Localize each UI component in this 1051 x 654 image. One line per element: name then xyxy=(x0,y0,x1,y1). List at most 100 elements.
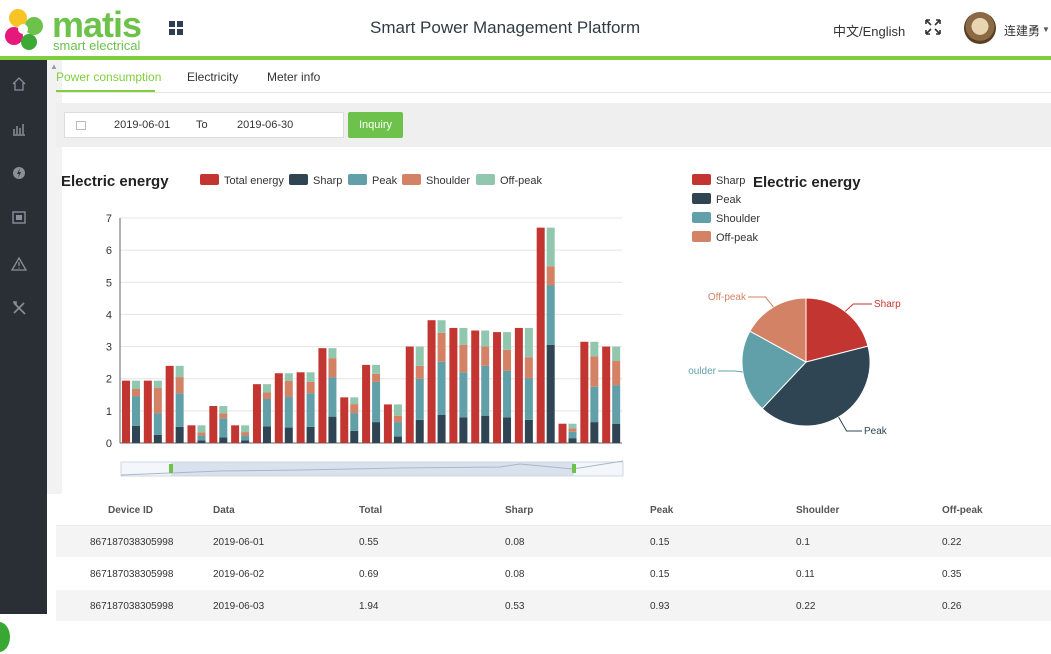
bar-shoulder xyxy=(481,346,490,366)
table-cell: 0.22 xyxy=(796,601,816,612)
bar-peak xyxy=(546,285,555,345)
bar-shoulder xyxy=(328,358,337,378)
table-row[interactable]: 867187038305998 2019-06-03 1.94 0.53 0.9… xyxy=(56,590,1051,622)
bar-shoulder xyxy=(612,361,621,386)
help-badge-icon[interactable] xyxy=(0,620,12,654)
bar-off-peak xyxy=(503,332,512,350)
bar-sharp xyxy=(437,414,446,443)
bar-shoulder xyxy=(393,415,402,423)
tab-power-consumption[interactable]: Power consumption xyxy=(56,70,162,84)
legend-total-energy[interactable]: Total energy xyxy=(200,174,284,187)
bar-peak xyxy=(612,385,621,424)
inquiry-button[interactable]: Inquiry xyxy=(348,112,403,138)
pie-legend-off-peak[interactable]: Off-peak xyxy=(692,231,758,244)
pie-slice-offpeak xyxy=(749,297,807,363)
scroll-up-icon[interactable]: ▲ xyxy=(50,62,58,71)
apps-grid-icon[interactable] xyxy=(169,21,183,35)
bar-sharp xyxy=(503,417,512,443)
bar-off-peak xyxy=(568,423,577,429)
bar-total-energy xyxy=(274,373,283,443)
column-header: Sharp xyxy=(505,505,534,516)
bar-sharp xyxy=(612,423,621,443)
pie-label-offpeak: Off-peak xyxy=(708,292,747,303)
legend-label: Off-peak xyxy=(500,175,542,187)
legend-swatch xyxy=(692,193,711,204)
warning-icon[interactable] xyxy=(11,256,27,272)
table-cell: 867187038305998 xyxy=(90,601,174,612)
pie-legend-sharp[interactable]: Sharp xyxy=(692,174,745,187)
table-cell: 2019-06-02 xyxy=(213,569,265,580)
bar-sharp xyxy=(153,434,162,443)
bar-off-peak xyxy=(524,327,533,358)
bar-peak xyxy=(132,396,140,426)
bar-sharp xyxy=(219,437,228,443)
bar-peak xyxy=(437,361,446,415)
bar-total-energy xyxy=(514,327,523,443)
bar-total-energy xyxy=(362,364,371,443)
table-row[interactable]: 867187038305998 2019-06-01 0.55 0.08 0.1… xyxy=(56,526,1051,558)
bar-off-peak xyxy=(459,327,468,345)
table-cell: 0.08 xyxy=(505,569,525,580)
bar-peak xyxy=(590,386,599,423)
table-cell: 0.93 xyxy=(650,601,670,612)
bar-chart-title: Electric energy xyxy=(61,173,169,190)
username[interactable]: 连建勇 xyxy=(1004,24,1041,38)
bar-shoulder xyxy=(415,365,424,379)
home-icon[interactable] xyxy=(11,76,27,92)
top-header: matis smart electrical Smart Power Manag… xyxy=(0,0,1051,58)
bar-off-peak xyxy=(328,348,337,359)
scrollbar[interactable]: ▲ xyxy=(47,60,62,494)
table-cell: 0.26 xyxy=(942,601,962,612)
legend-off-peak[interactable]: Off-peak xyxy=(476,174,542,187)
matis-logo[interactable]: matis smart electrical xyxy=(2,6,152,53)
table-row[interactable]: 867187038305998 2019-06-02 0.69 0.08 0.1… xyxy=(56,558,1051,590)
bar-shoulder xyxy=(284,380,293,398)
avatar[interactable] xyxy=(964,12,996,44)
bar-total-energy xyxy=(318,348,327,443)
legend-sharp[interactable]: Sharp xyxy=(289,174,342,187)
pie-legend-shoulder[interactable]: Shoulder xyxy=(692,212,760,225)
bar-sharp xyxy=(262,426,271,443)
legend-label: Sharp xyxy=(716,175,746,187)
bar-shoulder xyxy=(262,392,271,399)
meter-icon[interactable] xyxy=(11,209,27,225)
bar-off-peak xyxy=(219,406,228,414)
bar-shoulder xyxy=(350,404,359,414)
pie-label-line xyxy=(718,370,743,373)
bar-off-peak xyxy=(350,397,359,405)
active-tab-indicator xyxy=(56,90,155,92)
fullscreen-icon[interactable] xyxy=(925,19,941,35)
bar-sharp xyxy=(590,422,599,443)
bar-off-peak xyxy=(153,380,162,389)
energy-bar-chart: 0 1 2 3 4 5 6 7 xyxy=(106,213,624,477)
language-toggle[interactable]: 中文/English xyxy=(833,24,906,39)
bar-peak xyxy=(481,365,490,416)
table-cell: 0.22 xyxy=(942,537,962,548)
legend-label: Shoulder xyxy=(716,213,761,225)
bar-total-energy xyxy=(122,380,130,443)
pie-legend-peak[interactable]: Peak xyxy=(692,193,741,206)
pie-chart-title: Electric energy xyxy=(753,174,861,191)
table-header: Device ID Data Total Sharp Peak Shoulder… xyxy=(56,496,1051,526)
bar-shoulder xyxy=(132,389,140,397)
date-range-picker[interactable]: 2019-06-01 To 2019-06-30 xyxy=(64,112,344,138)
chevron-down-icon[interactable]: ▼ xyxy=(1042,25,1050,34)
bar-total-energy xyxy=(558,423,567,443)
table-cell: 867187038305998 xyxy=(90,569,174,580)
energy-pie-chart: Sharp Peak oulder Off-peak xyxy=(688,292,901,437)
legend-swatch xyxy=(692,174,711,185)
bar-chart-icon[interactable] xyxy=(11,121,27,137)
bar-shoulder xyxy=(503,349,512,371)
tab-meter-info[interactable]: Meter info xyxy=(267,70,321,84)
legend-peak[interactable]: Peak xyxy=(348,174,397,187)
legend-shoulder[interactable]: Shoulder xyxy=(402,174,470,187)
table-cell: 2019-06-01 xyxy=(213,537,265,548)
end-date[interactable]: 2019-06-30 xyxy=(237,119,294,131)
tools-icon[interactable] xyxy=(11,300,27,316)
bar-off-peak xyxy=(612,346,621,362)
lightning-icon[interactable] xyxy=(11,165,27,181)
tab-electricity[interactable]: Electricity xyxy=(187,70,239,84)
pie-label-peak: Peak xyxy=(864,426,888,437)
legend-swatch xyxy=(200,174,219,185)
start-date[interactable]: 2019-06-01 xyxy=(114,119,171,131)
